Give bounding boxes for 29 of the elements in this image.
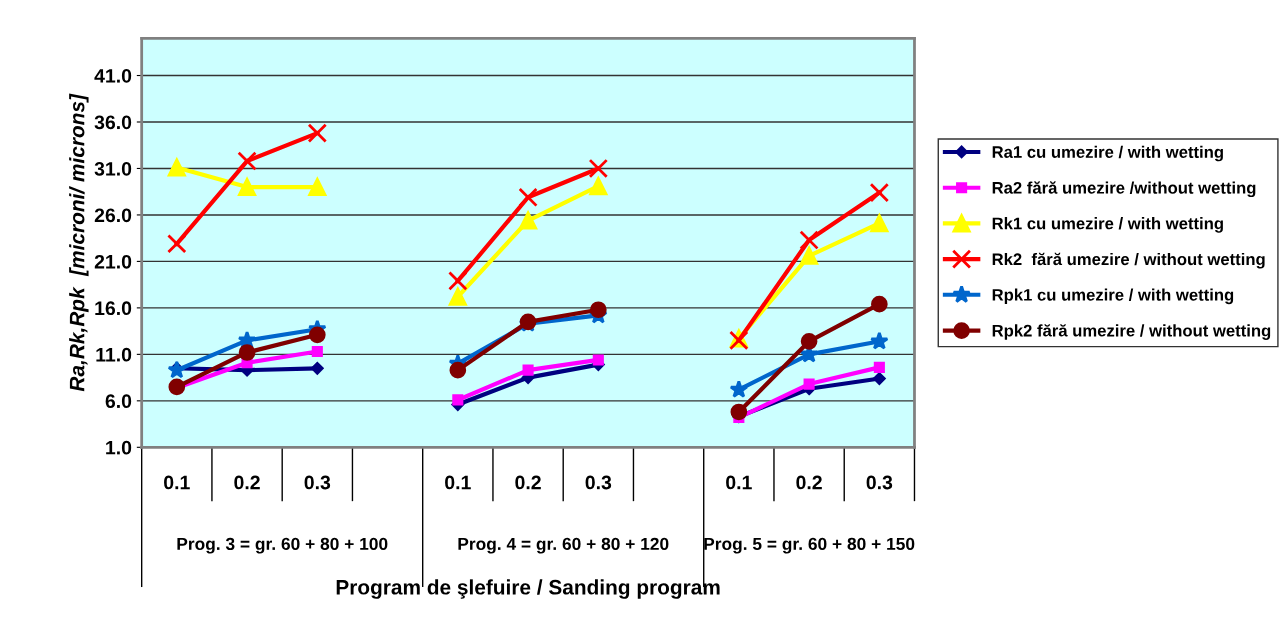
y-tick-label: 41.0 (94, 68, 132, 83)
y-tick-label: 36.0 (94, 115, 132, 130)
y-tick-label: 31.0 (94, 161, 132, 176)
x-tick-label: 0.3 (585, 475, 612, 490)
x-axis-title: Program de şlefuire / Sanding program (336, 579, 720, 599)
legend-label: Rk2 fără umezire / without wetting (992, 252, 1265, 269)
x-tick-label: 0.1 (164, 475, 190, 490)
x-tick-label: 0.2 (515, 475, 541, 490)
text: Prog. 3 = gr. 60 + 80 + 100 (177, 537, 388, 554)
legend-label: Ra1 cu umezire / with wetting (992, 145, 1223, 162)
x-tick-label: 0.1 (445, 475, 471, 490)
y-axis-title: Ra,Rk,Rpk [microni/ microns] (69, 93, 89, 392)
x-tick-label: 0.3 (304, 475, 331, 490)
legend-label: Rpk1 cu umezire / with wetting (992, 288, 1234, 305)
text: Prog. 4 = gr. 60 + 80 + 120 (458, 537, 669, 554)
y-tick-label: 16.0 (95, 301, 132, 316)
y-tick-label: 21.0 (94, 254, 132, 269)
x-tick-label: 0.1 (726, 475, 752, 490)
text: Prog. 5 = gr. 60 + 80 + 150 (704, 537, 915, 554)
y-tick-label: 26.0 (94, 208, 132, 223)
y-tick-label: 1.0 (106, 440, 132, 455)
legend-label: Ra2 fără umezire /without wetting (992, 181, 1256, 198)
legend-label: Rpk2 fără umezire / without wetting (992, 324, 1271, 340)
x-tick-label: 0.3 (866, 475, 893, 490)
y-tick-label: 11.0 (96, 347, 132, 362)
legend-label: Rk1 cu umezire / with wetting (992, 217, 1223, 233)
y-tick-label: 6.0 (105, 394, 132, 409)
x-tick-label: 0.2 (234, 475, 260, 490)
x-tick-label: 0.2 (796, 475, 822, 490)
